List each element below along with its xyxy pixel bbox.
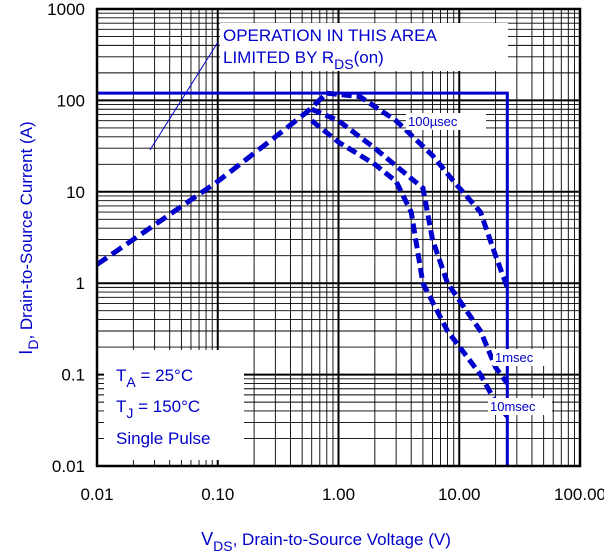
x-tick-label: 0.01 bbox=[80, 485, 113, 504]
series-label: 100µsec bbox=[408, 114, 458, 129]
x-tick-label: 0.10 bbox=[201, 485, 234, 504]
limited-area-line2: LIMITED BY RDS(on) bbox=[223, 48, 384, 72]
series-label-bg bbox=[406, 113, 486, 130]
y-axis-title-sub: D bbox=[25, 340, 41, 350]
series-label-bg bbox=[488, 398, 552, 415]
y-tick-label: 100 bbox=[57, 91, 85, 110]
y-tick-label: 1 bbox=[76, 274, 85, 293]
conditions-annotation: TA = 25°C TJ = 150°C Single Pulse bbox=[104, 350, 244, 460]
ta-condition: TA = 25°C bbox=[116, 366, 193, 390]
x-tick-label: 10.00 bbox=[438, 485, 481, 504]
ta-rest: = 25°C bbox=[136, 366, 193, 385]
x-axis-title-sub: DS bbox=[213, 538, 232, 554]
tj-sub: J bbox=[126, 405, 133, 421]
tj-condition: TJ = 150°C bbox=[116, 397, 200, 421]
y-axis-title-main: I bbox=[16, 350, 36, 355]
tj-main: T bbox=[116, 397, 126, 416]
x-axis-title-rest: , Drain-to-Source Voltage (V) bbox=[233, 530, 451, 549]
series-label: 1msec bbox=[495, 350, 534, 365]
ta-sub: A bbox=[126, 374, 136, 390]
limited-area-line1: OPERATION IN THIS AREA bbox=[223, 26, 437, 45]
tj-rest: = 150°C bbox=[133, 397, 200, 416]
ta-main: T bbox=[116, 366, 126, 385]
y-axis-title-rest: , Drain-to-Source Current (A) bbox=[17, 121, 36, 339]
y-tick-label: 10 bbox=[66, 183, 85, 202]
limited-area-line2-post: (on) bbox=[354, 48, 384, 67]
series-label-bg bbox=[493, 349, 551, 366]
annotation-leader-line bbox=[149, 41, 219, 151]
x-tick-label: 100.00 bbox=[554, 485, 604, 504]
series-label: 10msec bbox=[490, 399, 536, 414]
x-tick-label: 1.00 bbox=[322, 485, 355, 504]
plot-frame bbox=[95, 7, 582, 468]
limited-area-line2-sub: DS bbox=[334, 56, 353, 72]
limit-boundary bbox=[97, 91, 509, 466]
y-axis-title: ID, Drain-to-Source Current (A) bbox=[16, 121, 41, 354]
y-tick-label: 0.1 bbox=[61, 366, 85, 385]
rds-on-limit-line bbox=[95, 91, 329, 267]
tick-labels: 0.01 0.10 1.00 10.00 100.00 0.01 0.1 1 10 100 1000 bbox=[47, 0, 604, 504]
series-line bbox=[326, 90, 510, 289]
series-line bbox=[310, 118, 510, 418]
y-tick-label: 1000 bbox=[47, 0, 85, 19]
series-line bbox=[310, 106, 510, 385]
y-tick-label: 0.01 bbox=[52, 457, 85, 476]
curves: 100µsec 1msec 10msec bbox=[95, 90, 552, 466]
single-pulse-label: Single Pulse bbox=[116, 429, 211, 448]
limited-area-annotation: OPERATION IN THIS AREA LIMITED BY RDS(on… bbox=[149, 23, 508, 151]
limited-area-line2-pre: LIMITED BY R bbox=[223, 48, 334, 67]
x-axis-title-main: V bbox=[201, 529, 213, 549]
x-axis-title: VDS, Drain-to-Source Voltage (V) bbox=[201, 529, 451, 554]
